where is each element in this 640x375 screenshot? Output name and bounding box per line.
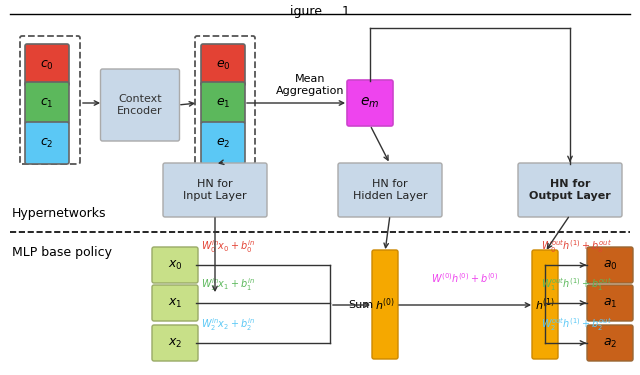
Text: $W_2^{out}h^{(1)}+b_2^{out}$: $W_2^{out}h^{(1)}+b_2^{out}$ <box>541 316 612 333</box>
FancyBboxPatch shape <box>152 325 198 361</box>
Text: Mean
Aggregation: Mean Aggregation <box>276 74 344 96</box>
Text: Sum: Sum <box>348 300 373 310</box>
Text: $c_1$: $c_1$ <box>40 96 54 109</box>
Text: $x_2$: $x_2$ <box>168 336 182 350</box>
Text: MLP base policy: MLP base policy <box>12 246 112 259</box>
Text: $e_2$: $e_2$ <box>216 136 230 150</box>
Text: Hypernetworks: Hypernetworks <box>12 207 106 220</box>
FancyBboxPatch shape <box>25 44 69 86</box>
Text: $c_0$: $c_0$ <box>40 58 54 72</box>
FancyBboxPatch shape <box>163 163 267 217</box>
FancyBboxPatch shape <box>372 250 398 359</box>
FancyBboxPatch shape <box>587 247 633 283</box>
FancyBboxPatch shape <box>338 163 442 217</box>
FancyBboxPatch shape <box>518 163 622 217</box>
Text: $e_0$: $e_0$ <box>216 58 230 72</box>
FancyBboxPatch shape <box>532 250 558 359</box>
FancyBboxPatch shape <box>201 82 245 124</box>
FancyBboxPatch shape <box>100 69 179 141</box>
Text: $W_1^{in}x_1+b_1^{in}$: $W_1^{in}x_1+b_1^{in}$ <box>201 276 255 293</box>
FancyBboxPatch shape <box>25 82 69 124</box>
Text: $x_0$: $x_0$ <box>168 258 182 272</box>
Text: $e_1$: $e_1$ <box>216 96 230 109</box>
Text: $a_1$: $a_1$ <box>603 297 617 309</box>
Text: $x_1$: $x_1$ <box>168 297 182 309</box>
Text: igure     1: igure 1 <box>290 5 350 18</box>
FancyBboxPatch shape <box>347 80 393 126</box>
FancyBboxPatch shape <box>152 285 198 321</box>
Text: Context
Encoder: Context Encoder <box>117 94 163 116</box>
FancyBboxPatch shape <box>587 285 633 321</box>
Text: $W_0^{out}h^{(1)}+b_0^{out}$: $W_0^{out}h^{(1)}+b_0^{out}$ <box>541 238 612 255</box>
FancyBboxPatch shape <box>201 122 245 164</box>
Text: $a_2$: $a_2$ <box>603 336 617 350</box>
Text: $h^{(0)}$: $h^{(0)}$ <box>375 297 395 313</box>
Text: HN for
Output Layer: HN for Output Layer <box>529 179 611 201</box>
Text: $W^{(0)}h^{(0)}+b^{(0)}$: $W^{(0)}h^{(0)}+b^{(0)}$ <box>431 271 499 285</box>
FancyBboxPatch shape <box>587 325 633 361</box>
FancyBboxPatch shape <box>152 247 198 283</box>
FancyBboxPatch shape <box>201 44 245 86</box>
Text: $W_2^{in}x_2+b_2^{in}$: $W_2^{in}x_2+b_2^{in}$ <box>201 316 255 333</box>
Text: $c_2$: $c_2$ <box>40 136 54 150</box>
Text: $e_m$: $e_m$ <box>360 96 380 110</box>
Text: HN for
Hidden Layer: HN for Hidden Layer <box>353 179 428 201</box>
Text: $W_0^{in}x_0+b_0^{in}$: $W_0^{in}x_0+b_0^{in}$ <box>201 238 255 255</box>
Text: HN for
Input Layer: HN for Input Layer <box>183 179 247 201</box>
Text: $a_0$: $a_0$ <box>603 258 618 272</box>
Text: $h^{(1)}$: $h^{(1)}$ <box>535 297 555 313</box>
FancyBboxPatch shape <box>25 122 69 164</box>
Text: $W_1^{out}h^{(1)}+b_1^{out}$: $W_1^{out}h^{(1)}+b_1^{out}$ <box>541 276 612 293</box>
